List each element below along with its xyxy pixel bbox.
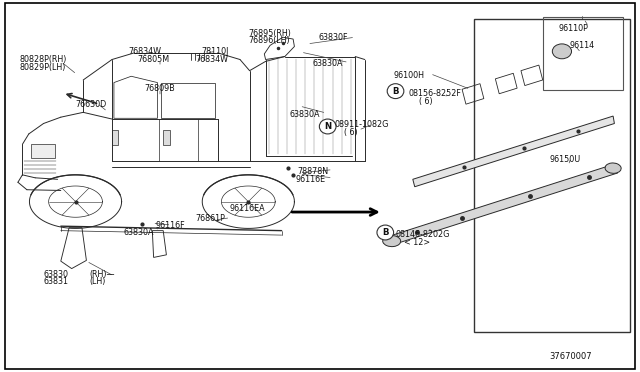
Text: 76809B: 76809B xyxy=(144,84,175,93)
Polygon shape xyxy=(389,164,618,246)
Text: 63831: 63831 xyxy=(44,277,68,286)
Text: 63830A: 63830A xyxy=(124,228,154,237)
Text: 63830F: 63830F xyxy=(319,33,348,42)
Text: ( 6): ( 6) xyxy=(344,128,358,137)
Text: 08146-8202G: 08146-8202G xyxy=(396,230,450,239)
Bar xyxy=(474,19,630,332)
Bar xyxy=(31,144,55,158)
Ellipse shape xyxy=(605,163,621,173)
Text: 96150U: 96150U xyxy=(549,155,580,164)
Ellipse shape xyxy=(377,225,394,240)
Text: 76834W: 76834W xyxy=(195,55,228,64)
Bar xyxy=(543,17,623,90)
Text: 63830: 63830 xyxy=(44,270,68,279)
Ellipse shape xyxy=(383,235,401,247)
Text: B: B xyxy=(392,87,399,96)
Text: 08156-8252F: 08156-8252F xyxy=(408,89,461,98)
Text: 96100H: 96100H xyxy=(394,71,424,80)
Text: 08911-1082G: 08911-1082G xyxy=(334,120,388,129)
Text: 78878N: 78878N xyxy=(298,167,329,176)
Text: 76805M: 76805M xyxy=(138,55,170,64)
Text: B: B xyxy=(382,228,388,237)
Text: < 12>: < 12> xyxy=(404,238,431,247)
Text: 76834W: 76834W xyxy=(128,47,161,56)
Text: 76861P: 76861P xyxy=(195,214,225,223)
Text: 96116F: 96116F xyxy=(156,221,185,230)
Text: (RH)—: (RH)— xyxy=(90,270,115,279)
Text: 96116E: 96116E xyxy=(296,175,326,184)
Polygon shape xyxy=(413,116,614,187)
Ellipse shape xyxy=(552,44,572,59)
Ellipse shape xyxy=(387,84,404,99)
Text: 80828P(RH): 80828P(RH) xyxy=(19,55,67,64)
Text: 63830A: 63830A xyxy=(289,110,320,119)
Text: 76896(LH): 76896(LH) xyxy=(248,36,290,45)
Bar xyxy=(112,130,118,145)
Text: 96110P: 96110P xyxy=(558,24,588,33)
Text: N: N xyxy=(324,122,332,131)
Text: 37670007: 37670007 xyxy=(549,352,592,361)
Text: 80829P(LH): 80829P(LH) xyxy=(19,63,65,72)
Text: 63830A: 63830A xyxy=(312,60,343,68)
Text: 96116EA: 96116EA xyxy=(229,204,265,213)
Text: 78110J: 78110J xyxy=(202,47,229,56)
Text: (LH): (LH) xyxy=(90,277,106,286)
Bar xyxy=(163,130,170,145)
Ellipse shape xyxy=(319,119,336,134)
Text: ( 6): ( 6) xyxy=(419,97,432,106)
Text: 76630D: 76630D xyxy=(76,100,107,109)
Text: 76895(RH): 76895(RH) xyxy=(248,29,291,38)
Text: 96114: 96114 xyxy=(570,41,595,50)
